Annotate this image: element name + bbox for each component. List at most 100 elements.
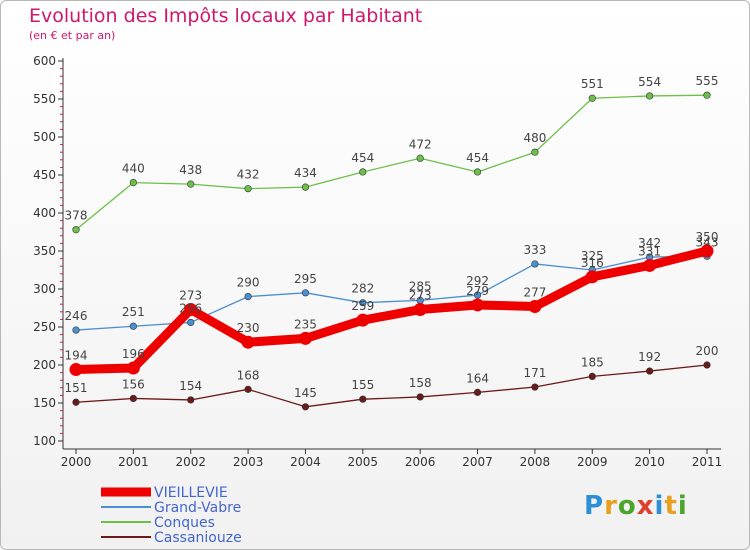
y-tick-label: 300 <box>33 282 56 296</box>
data-point <box>298 331 312 345</box>
data-label: 230 <box>237 321 260 335</box>
data-point <box>301 403 310 411</box>
data-label: 158 <box>409 376 432 390</box>
data-label: 295 <box>294 272 317 286</box>
series-line-conques <box>75 94 708 231</box>
series-line-vieillevie <box>71 246 712 375</box>
data-label: 256 <box>179 301 202 315</box>
data-point <box>646 92 654 100</box>
series-layer <box>69 91 714 411</box>
data-point <box>187 318 195 327</box>
x-tick-label: 2005 <box>348 455 379 469</box>
data-label: 277 <box>523 285 546 299</box>
data-point <box>588 94 596 102</box>
data-label: 440 <box>122 162 145 176</box>
data-label: 438 <box>179 163 202 177</box>
data-point <box>241 335 255 349</box>
logo-letter: i <box>677 491 688 521</box>
series-line-cassaniouze <box>75 364 708 408</box>
data-point <box>471 298 485 312</box>
data-point <box>700 244 714 258</box>
data-label: 235 <box>294 317 317 331</box>
data-label: 196 <box>122 347 145 361</box>
data-point <box>184 303 198 317</box>
data-point <box>187 180 195 188</box>
x-tick-label: 2004 <box>290 455 321 469</box>
data-label: 554 <box>638 75 661 89</box>
data-label: 333 <box>523 243 546 257</box>
data-label: 156 <box>122 377 145 391</box>
data-point <box>416 154 424 162</box>
data-point <box>244 293 252 301</box>
data-label: 343 <box>696 235 719 249</box>
data-point <box>643 258 657 272</box>
data-point <box>301 289 310 297</box>
x-tick-label: 2010 <box>634 455 665 469</box>
data-label: 164 <box>466 371 489 385</box>
data-label: 432 <box>237 168 260 182</box>
x-tick-label: 2011 <box>692 455 723 469</box>
data-point <box>531 148 539 156</box>
y-tick-label: 400 <box>33 206 56 220</box>
logo-letter: o <box>617 491 637 521</box>
data-point <box>359 299 367 307</box>
data-label: 145 <box>294 386 317 400</box>
data-label: 325 <box>581 249 604 263</box>
data-label: 273 <box>409 289 432 303</box>
data-label: 331 <box>638 244 661 258</box>
data-label: 551 <box>581 77 604 91</box>
y-tick-label: 100 <box>33 434 56 448</box>
x-tick-label: 2000 <box>61 455 92 469</box>
x-tick-label: 2006 <box>405 455 436 469</box>
data-label: 200 <box>696 344 719 358</box>
data-point <box>72 398 80 406</box>
data-point <box>129 179 137 187</box>
data-point <box>359 395 367 403</box>
data-point <box>528 299 542 313</box>
y-tick-label: 450 <box>33 168 56 182</box>
legend-label: Conques <box>154 515 215 531</box>
data-label: 285 <box>409 279 432 293</box>
data-point <box>585 270 599 284</box>
data-label: 279 <box>466 284 489 298</box>
y-tick-label: 600 <box>33 54 56 68</box>
data-point <box>301 183 310 191</box>
data-label: 154 <box>179 379 202 393</box>
data-label: 480 <box>523 131 546 145</box>
data-label: 155 <box>351 378 374 392</box>
data-point <box>416 393 424 401</box>
data-point <box>244 185 252 193</box>
y-tick-label: 150 <box>33 396 56 410</box>
legend-label: VIEILLEVIE <box>154 485 228 501</box>
x-tick-label: 2001 <box>118 455 149 469</box>
logo-letter: P <box>584 491 605 521</box>
data-label: 282 <box>351 282 374 296</box>
data-point <box>69 363 83 377</box>
data-label: 350 <box>696 230 719 244</box>
data-label: 251 <box>122 305 145 319</box>
logo-letter: i <box>654 491 665 521</box>
logo-letter: r <box>604 491 618 521</box>
data-label: 292 <box>466 274 489 288</box>
data-point <box>646 367 654 375</box>
chart-subtitle: (en € et par an) <box>29 29 116 42</box>
data-point <box>359 168 367 176</box>
data-point <box>129 394 137 403</box>
x-tick-label: 2009 <box>577 455 608 469</box>
data-label: 171 <box>523 366 546 380</box>
data-labels: 246 251 256 290 295 282 285 292 333 325 342 343 378 4… <box>65 74 719 400</box>
data-point <box>531 260 539 268</box>
data-point <box>473 291 482 299</box>
data-label: 378 <box>65 209 88 223</box>
data-label: 168 <box>237 368 260 382</box>
x-tick-label: 2008 <box>520 455 551 469</box>
data-point <box>187 396 195 404</box>
data-label: 151 <box>65 381 88 395</box>
proxiti-logo: Proxiti <box>584 491 688 521</box>
data-point <box>244 385 252 393</box>
data-point <box>588 372 596 381</box>
data-point <box>531 383 539 391</box>
data-point <box>126 361 140 375</box>
